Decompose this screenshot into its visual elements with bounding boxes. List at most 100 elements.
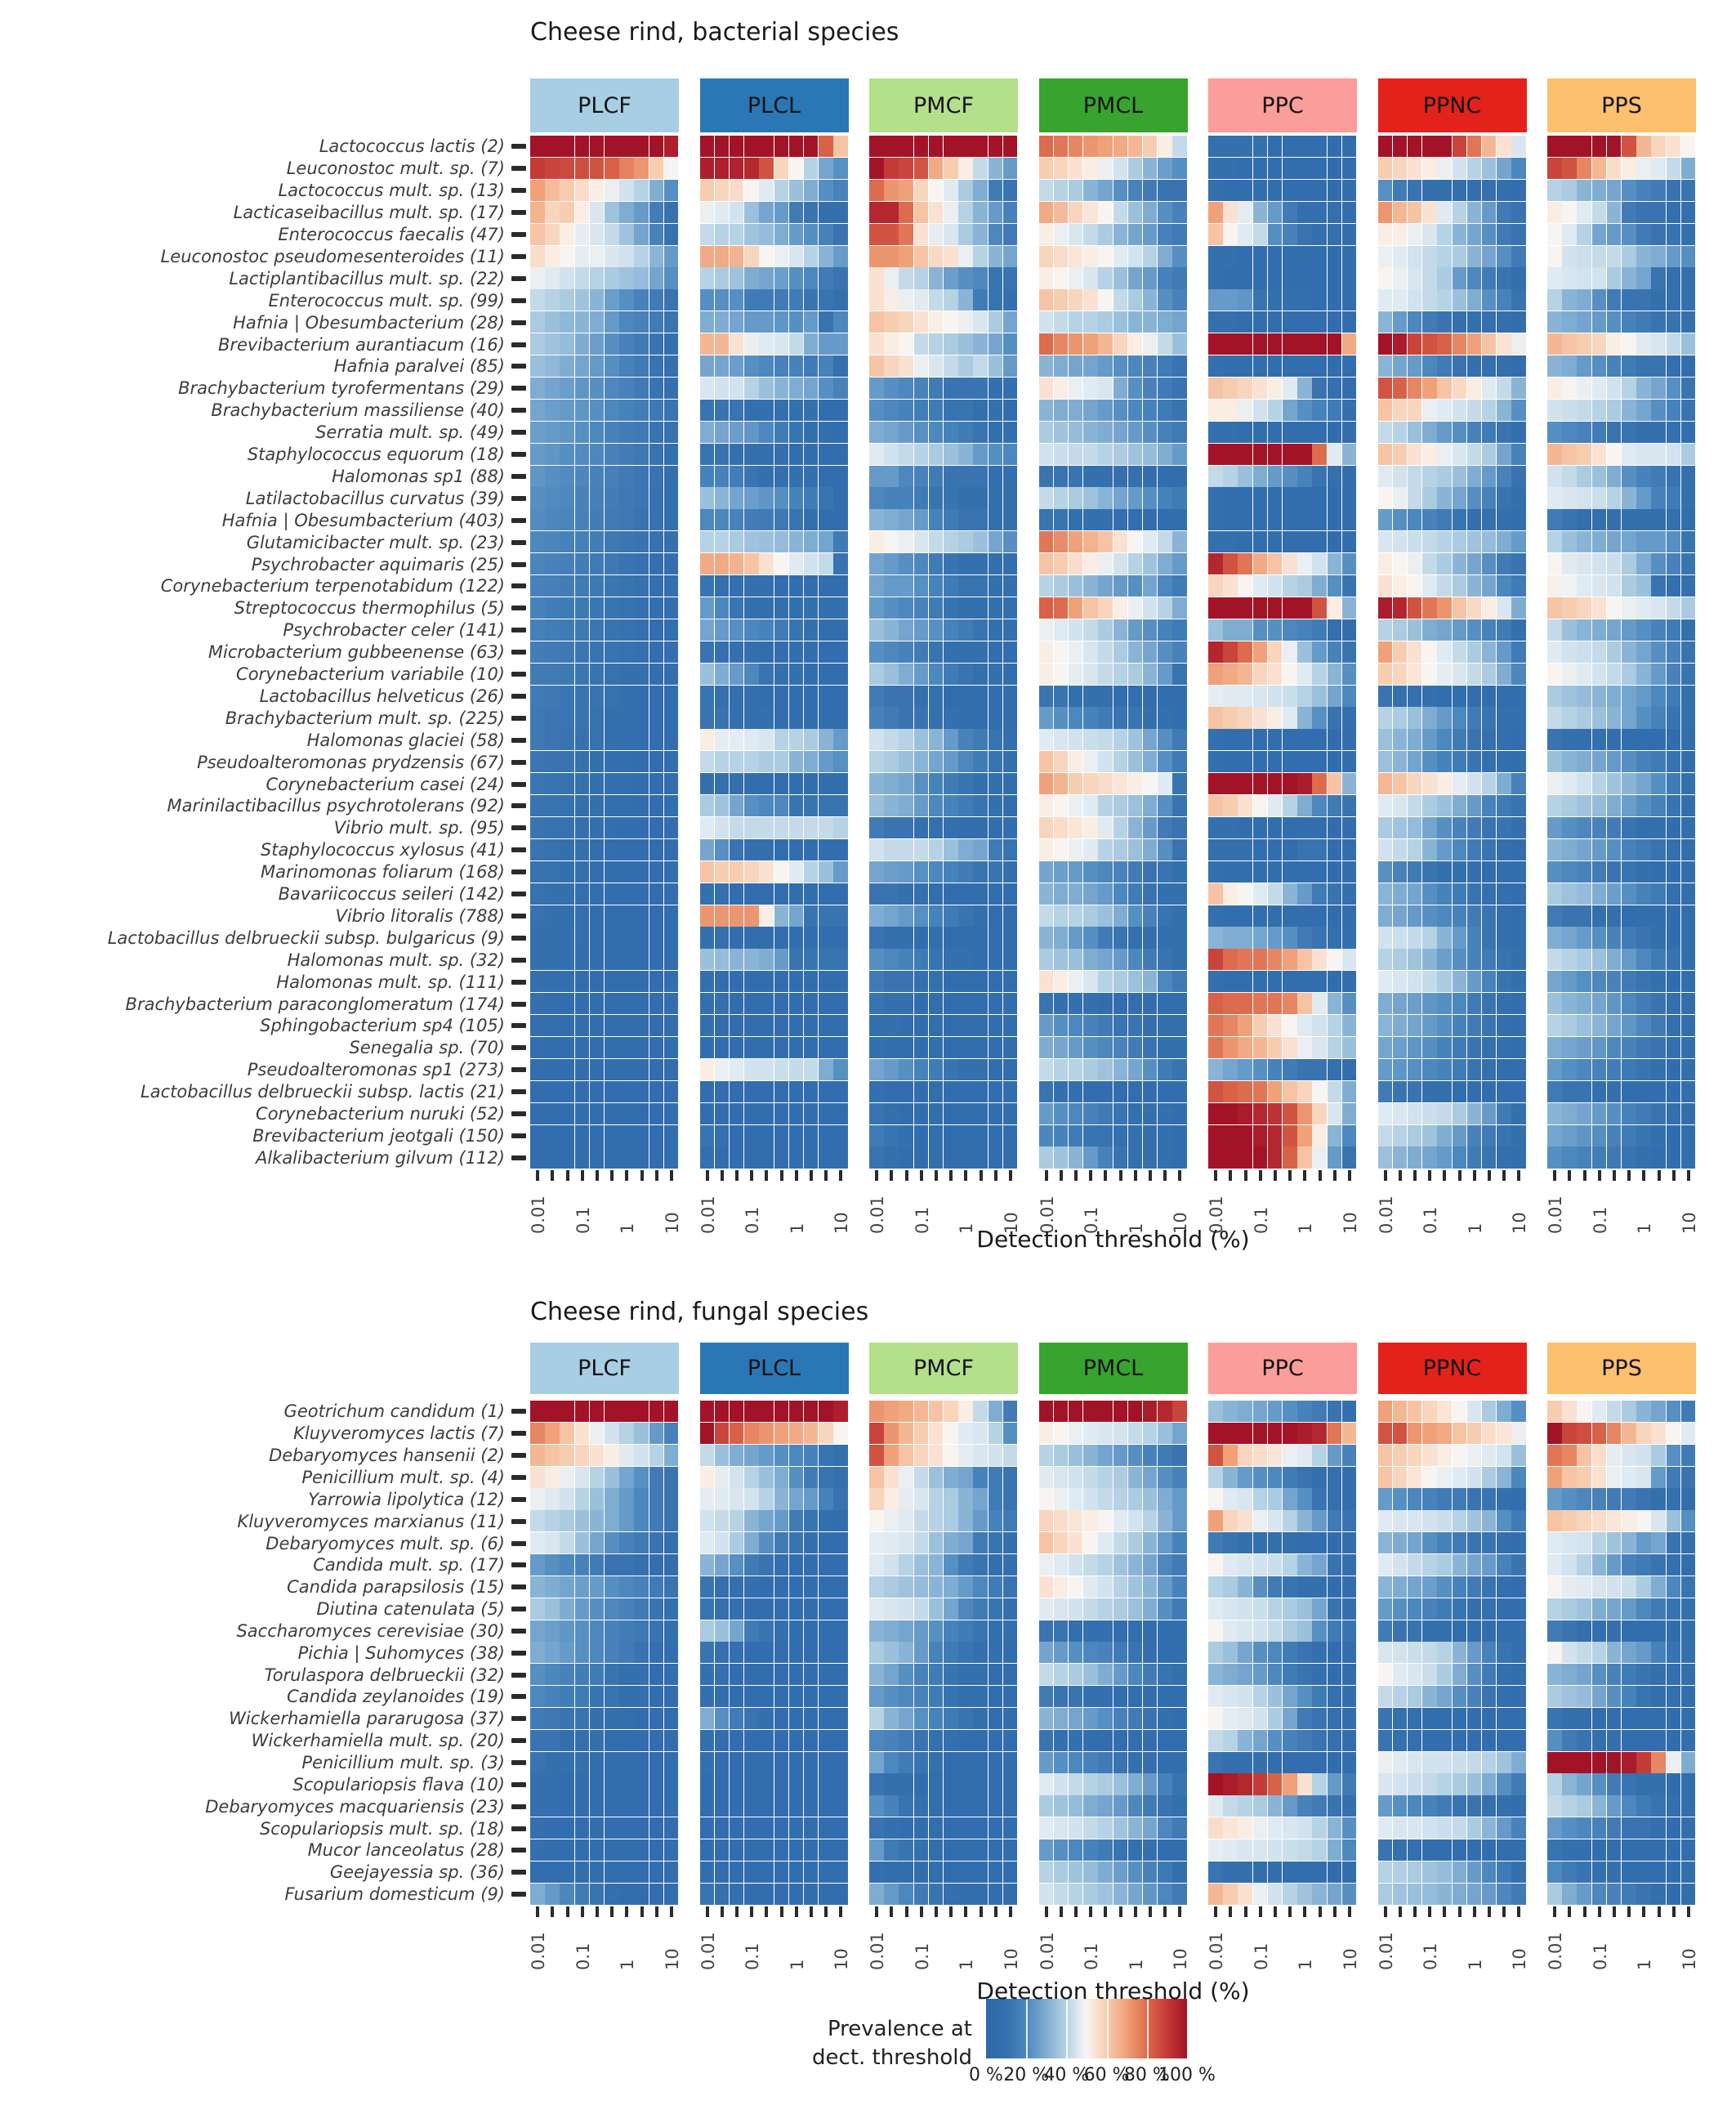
heatmap-cell [1481,707,1497,729]
heatmap-cell [988,157,1003,180]
heatmap-cell [803,1642,819,1664]
heatmap-cell [869,1532,884,1554]
heatmap-cell [1283,1146,1297,1169]
facet-strip-label: PPC [1261,92,1304,118]
heatmap-cell [928,1444,944,1466]
heatmap-cell [988,927,1003,949]
heatmap-cell [1466,949,1482,971]
heatmap-cell [1591,1058,1607,1080]
heatmap-cell [1038,311,1053,333]
heatmap-cell [1068,1707,1083,1730]
heatmap-cell [649,179,664,201]
heatmap-cell [1068,245,1083,267]
heatmap-cell [759,1124,774,1146]
heatmap-cell [1068,355,1083,378]
heatmap-cell [1267,949,1283,971]
heatmap-cell [1127,641,1143,663]
heatmap-cell [774,619,788,641]
heatmap-cell [530,443,545,465]
heatmap-cell [833,685,848,707]
heatmap-cell [1437,1553,1452,1576]
heatmap-cell [1466,905,1482,927]
heatmap-cell [1577,619,1591,641]
heatmap-cell [1422,905,1437,927]
species-label: Debaryomyces macquariensis (23) [205,1796,505,1817]
heatmap-cell [1407,1773,1422,1795]
heatmap-cell [619,993,634,1015]
heatmap-cell [869,201,884,223]
heatmap-cell [1577,751,1591,773]
heatmap-cell [944,1642,958,1664]
heatmap-cell [1142,311,1158,333]
heatmap-cell [1481,1817,1497,1839]
heatmap-cell [1142,1553,1158,1576]
heatmap-cell [1002,597,1018,619]
heatmap-cell [1208,663,1223,685]
heatmap-cell [1392,729,1408,751]
heatmap-cell [1327,641,1342,663]
heatmap-cell [1038,838,1053,860]
heatmap-cell [530,641,545,663]
heatmap-cell [1238,971,1252,993]
heatmap-cell [899,816,913,839]
heatmap-cell [819,1553,833,1576]
heatmap-cell [1327,531,1342,553]
heatmap-cell [1297,1620,1312,1642]
heatmap-cell [1158,157,1172,180]
heatmap-cell [1422,663,1437,685]
heatmap-cell [759,1664,774,1686]
heatmap-cell [1466,1751,1482,1773]
heatmap-cell [1547,1575,1562,1598]
heatmap-cell [1511,1664,1526,1686]
heatmap-cell [1238,1102,1252,1124]
heatmap-cell [1142,816,1158,839]
heatmap-cell [1437,421,1452,443]
heatmap-cell [1562,641,1577,663]
heatmap-cell [663,883,679,905]
heatmap-cell [1666,553,1681,575]
heatmap-cell [530,816,545,839]
heatmap-cell [1511,1751,1526,1773]
heatmap-cell [1327,509,1342,531]
heatmap-cell [913,773,929,795]
species-label: Streptococcus thermophilus (5) [234,598,505,619]
species-label: Glutamicibacter mult. sp. (23) [246,532,505,552]
heatmap-cell [1158,883,1172,905]
heatmap-cell [803,860,819,883]
heatmap-cell [1208,1686,1223,1708]
heatmap-cell [1172,619,1187,641]
legend-tick-label: 60 % [1083,2065,1130,2085]
species-label: Lactobacillus delbrueckii subsp. lactis … [141,1082,505,1102]
heatmap-cell [1341,1795,1357,1817]
heatmap-cell [1267,1729,1283,1751]
species-label: Lacticaseibacillus mult. sp. (17) [233,203,505,223]
heatmap-cell [973,1444,988,1466]
heatmap-cell [1680,860,1696,883]
heatmap-cell [1127,927,1143,949]
heatmap-cell [1053,993,1069,1015]
y-axis-tick [511,1409,526,1415]
heatmap-cell [1452,179,1466,201]
heatmap-cell [1511,707,1526,729]
heatmap-cell [1208,355,1223,378]
heatmap-cell [1208,267,1223,289]
heatmap-cell [619,1124,634,1146]
heatmap-cell [1666,355,1681,378]
heatmap-cell [1636,1444,1651,1466]
y-axis-tick [511,781,526,787]
heatmap-cell [1267,971,1283,993]
heatmap-cell [619,1532,634,1554]
heatmap-cell [913,136,929,158]
heatmap-cell [1283,860,1297,883]
heatmap-cell [663,1664,679,1686]
heatmap-cell [1497,927,1511,949]
heatmap-cell [1452,223,1466,245]
heatmap-cell [1341,1729,1357,1751]
heatmap-cell [1437,1124,1452,1146]
heatmap-cell [1511,685,1526,707]
heatmap-cell [589,1620,605,1642]
heatmap-cell [759,487,774,509]
heatmap-cell [819,201,833,223]
heatmap-cell [1666,707,1681,729]
heatmap-cell [1591,883,1607,905]
